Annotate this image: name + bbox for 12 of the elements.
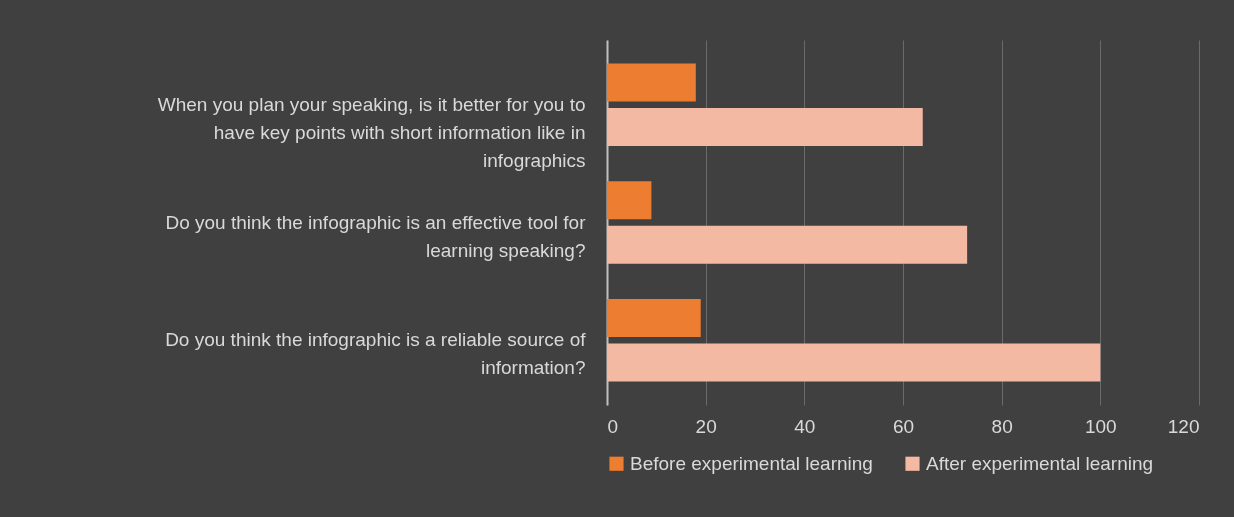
y-tick-label: Do you think the infographic is a reliable source of information? (165, 329, 587, 379)
legend-label: Before experimental learning (630, 452, 873, 474)
x-tick-label: 60 (892, 415, 915, 437)
y-tick-label: Do you think the infographic is an effective tool for learning speaking? (165, 211, 587, 261)
x-tick-label: 40 (794, 415, 816, 437)
y-tick-label: When you plan your speaking, is it better for you to have key points with short information like in infographics (157, 93, 586, 171)
x-tick-label: 20 (695, 415, 717, 437)
x-tick-label: 80 (991, 415, 1013, 437)
x-tick-label: 0 (607, 415, 619, 437)
legend-label: After experimental learning (926, 452, 1154, 474)
x-tick-label: 120 (1167, 415, 1200, 437)
x-tick-label: 100 (1084, 415, 1117, 437)
